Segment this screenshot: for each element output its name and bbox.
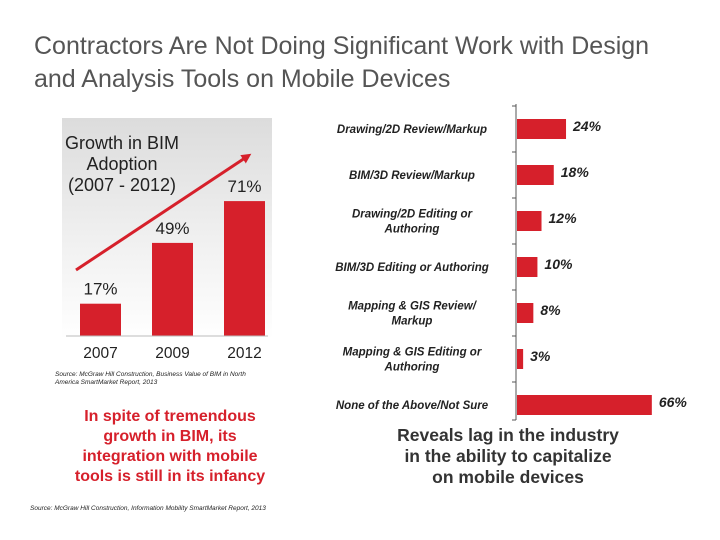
mobile-bar-value-label: 66% xyxy=(659,394,688,410)
bim-chart-title-line-1: Growth in BIM xyxy=(65,133,179,153)
mobile-bar-2 xyxy=(517,165,554,185)
reveals-line-3: on mobile devices xyxy=(432,467,584,487)
mobile-bar-6 xyxy=(517,349,524,369)
bim-category-label: 2012 xyxy=(227,345,261,362)
mobile-bar-value-label: 3% xyxy=(530,348,551,364)
callout-text: In spite of tremendous growth in BIM, it… xyxy=(50,407,290,487)
bim-chart-title-line-3: (2007 - 2012) xyxy=(68,175,176,195)
slide-title-line-1: Contractors Are Not Doing Significant Wo… xyxy=(34,32,650,60)
mobile-category-label: Authoring xyxy=(384,362,440,374)
mobile-bar-value-label: 18% xyxy=(561,164,590,180)
bim-bar-value-label: 17% xyxy=(83,280,117,299)
callout-line-1: In spite of tremendous xyxy=(84,408,256,425)
bim-bar-2007 xyxy=(80,303,121,336)
callout-line-3: integration with mobile xyxy=(82,448,258,465)
reveals-text: Reveals lag in the industry in the abili… xyxy=(368,425,648,488)
mobile-bar-1 xyxy=(517,119,567,139)
bim-category-label: 2007 xyxy=(83,345,117,362)
mobile-category-label: BIM/3D Review/Markup xyxy=(349,170,475,182)
mobile-tools-chart: 24% Drawing/2D Review/Markup 18% BIM/3D Rev… xyxy=(335,104,688,421)
slide-title-line-2: and Analysis Tools on Mobile Devices xyxy=(34,65,451,93)
mobile-category-label: Drawing/2D Review/Markup xyxy=(337,124,487,136)
footer-source: Source: McGraw Hill Construction, Inform… xyxy=(30,505,266,512)
callout-line-2: growth in BIM, its xyxy=(103,428,237,445)
mobile-bar-value-label: 24% xyxy=(572,118,602,134)
bim-bar-2009 xyxy=(152,242,193,336)
mobile-category-label: Mapping & GIS Editing or xyxy=(343,347,482,359)
mobile-category-label: Mapping & GIS Review/ xyxy=(348,301,478,313)
mobile-bar-value-label: 12% xyxy=(549,210,578,226)
bim-category-label: 2009 xyxy=(155,345,189,362)
mobile-bar-value-label: 10% xyxy=(544,256,573,272)
mobile-category-label: BIM/3D Editing or Authoring xyxy=(335,262,489,274)
mobile-category-label: Authoring xyxy=(384,224,440,236)
mobile-bar-3 xyxy=(517,211,542,231)
reveals-line-1: Reveals lag in the industry xyxy=(397,425,619,445)
mobile-category-label: Markup xyxy=(392,316,433,328)
bim-bar-2012 xyxy=(224,201,265,336)
mobile-bar-5 xyxy=(517,303,534,323)
mobile-category-label: Drawing/2D Editing or xyxy=(352,209,473,221)
bim-chart-title-line-2: Adoption xyxy=(86,154,157,174)
callout-line-4: tools is still in its infancy xyxy=(74,468,266,485)
mobile-bar-value-label: 8% xyxy=(540,302,561,318)
trend-arrow xyxy=(75,153,252,272)
mobile-bar-7 xyxy=(517,395,652,415)
bim-bar-value-label: 49% xyxy=(155,219,189,238)
mobile-bar-4 xyxy=(517,257,538,277)
slide-title: Contractors Are Not Doing Significant Wo… xyxy=(34,30,694,96)
reveals-line-2: in the ability to capitalize xyxy=(404,446,612,466)
mobile-category-label: None of the Above/Not Sure xyxy=(336,400,489,412)
bim-chart-source: Source: McGraw Hill Construction, Busine… xyxy=(55,371,246,386)
bim-bar-value-label: 71% xyxy=(227,177,261,196)
